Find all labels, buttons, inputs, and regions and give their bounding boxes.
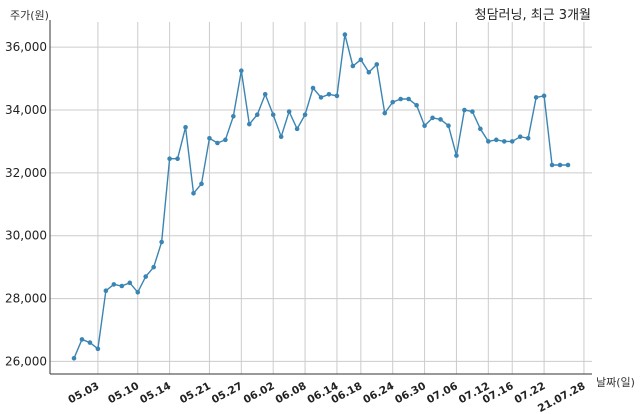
data-point [541, 93, 547, 99]
data-point [71, 355, 77, 361]
data-point [462, 107, 467, 113]
data-point [183, 124, 188, 130]
y-tick-label: 26,000 [5, 354, 47, 368]
x-tick-label: 06.24 [361, 380, 396, 406]
data-point [270, 112, 276, 118]
data-point [446, 123, 451, 129]
price-series-line [73, 34, 568, 359]
data-point [533, 95, 539, 100]
data-point [486, 139, 491, 144]
data-point [215, 140, 220, 146]
data-point [470, 109, 475, 114]
data-point [239, 68, 244, 74]
x-tick-label: 06.02 [242, 380, 277, 406]
data-point [191, 190, 196, 196]
data-point [318, 95, 324, 100]
data-point [159, 239, 164, 245]
data-point [223, 137, 228, 143]
x-tick-label: 05.21 [178, 380, 213, 406]
x-tick-label: 06.30 [393, 380, 428, 406]
chart-title: 청담러닝, 최근 3개월 [475, 8, 591, 23]
data-point [342, 32, 348, 37]
data-point [167, 156, 172, 162]
axes [49, 20, 592, 375]
data-point [358, 57, 364, 63]
data-point [175, 156, 180, 162]
data-point [294, 126, 300, 132]
x-tick-label: 05.27 [210, 380, 245, 406]
data-point [350, 63, 356, 69]
grid-lines [50, 22, 592, 374]
y-tick-label: 28,000 [5, 292, 47, 306]
data-point [366, 69, 372, 75]
y-axis-title: 주가(원) [10, 9, 49, 22]
data-point [119, 283, 125, 289]
data-point [151, 264, 156, 270]
data-point [454, 153, 459, 158]
data-point [79, 337, 85, 342]
data-point [87, 340, 93, 345]
data-point [509, 139, 515, 144]
y-tick-label: 30,000 [5, 229, 47, 243]
data-point [430, 115, 435, 121]
data-point [326, 91, 332, 97]
x-tick-label: 05.03 [66, 380, 101, 406]
data-point [549, 162, 555, 168]
x-tick-label: 05.14 [138, 380, 173, 406]
data-point [278, 134, 284, 140]
y-tick-label: 34,000 [5, 103, 47, 117]
data-point [525, 135, 531, 141]
data-point [382, 110, 388, 116]
data-point [262, 91, 268, 97]
data-point [231, 113, 236, 119]
y-tick-labels: 26,000 28,000 30,000 32,000 34,000 36,000 [5, 40, 47, 368]
data-point [438, 117, 443, 122]
x-tick-label: 06.08 [274, 380, 309, 406]
data-point [493, 137, 499, 143]
data-point [334, 93, 340, 99]
data-point [478, 126, 483, 132]
data-point [111, 282, 117, 287]
data-point [398, 96, 403, 102]
data-point [254, 112, 260, 118]
x-axis-title: 날짜(일) [596, 375, 635, 389]
data-point [390, 99, 396, 105]
data-point [565, 162, 571, 168]
data-point [143, 274, 149, 279]
y-tick-label: 36,000 [5, 40, 47, 54]
data-point [135, 289, 141, 295]
x-tick-label: 07.06 [425, 380, 460, 406]
data-point [207, 135, 212, 141]
data-point [286, 109, 292, 114]
data-point [310, 85, 316, 91]
y-tick-label: 32,000 [5, 166, 47, 180]
data-point [103, 288, 109, 294]
data-point [406, 96, 411, 102]
data-point [422, 123, 427, 129]
data-point [95, 346, 101, 352]
data-point [199, 181, 204, 187]
x-tick-label: 05.10 [106, 380, 141, 406]
data-point [302, 112, 308, 118]
data-point [246, 121, 252, 127]
data-point [501, 139, 507, 144]
data-point [517, 134, 523, 140]
data-point [414, 102, 419, 108]
data-point [127, 280, 133, 286]
data-points [71, 32, 571, 361]
data-point [374, 62, 380, 67]
data-point [557, 162, 563, 168]
